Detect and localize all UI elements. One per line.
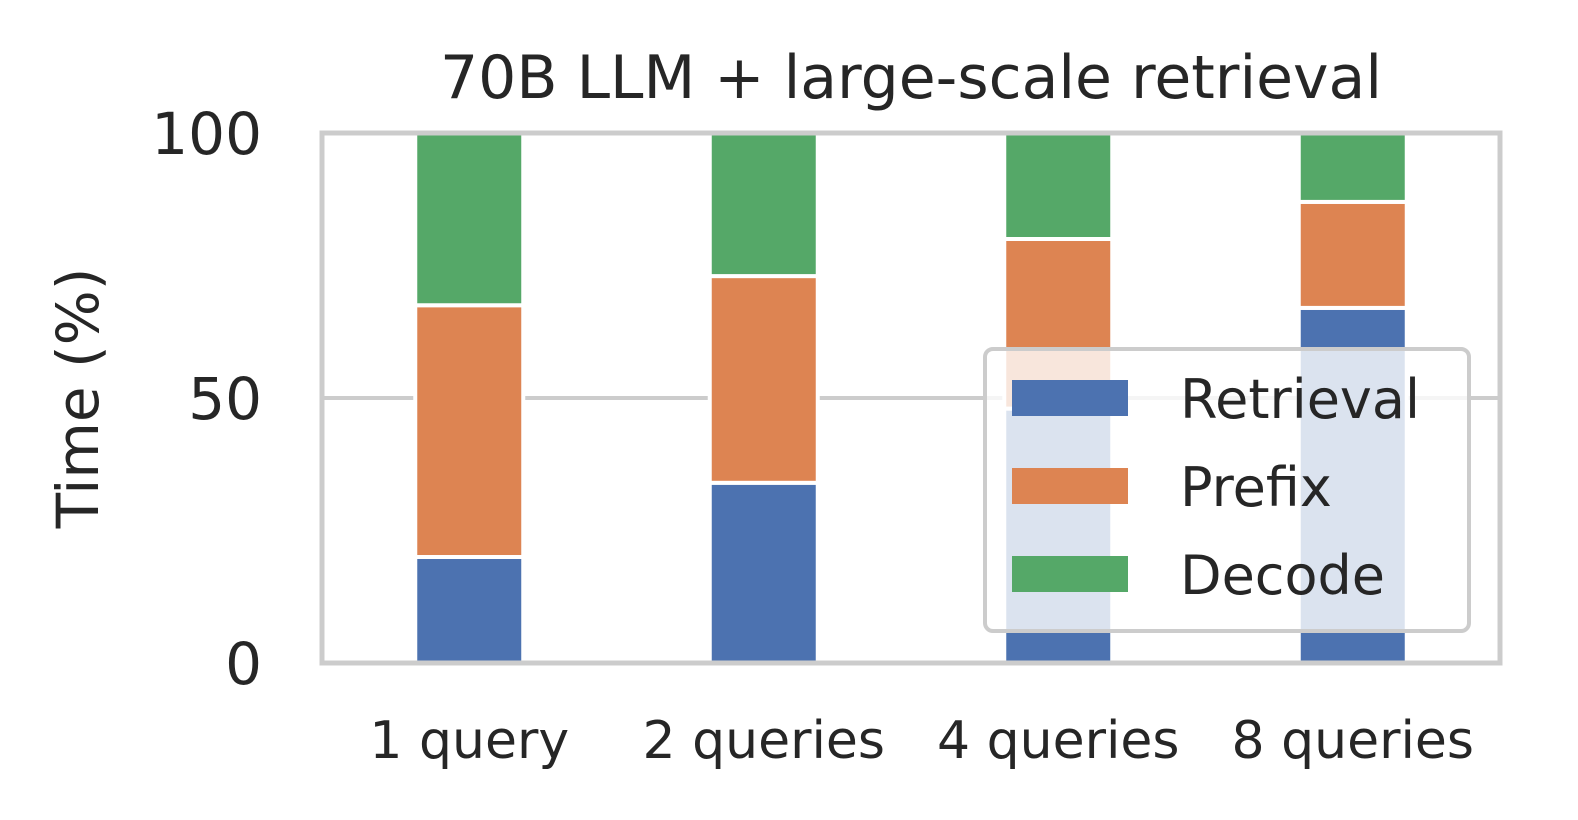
legend-label-prefix: Prefix [1180,456,1332,519]
legend-label-decode: Decode [1180,544,1385,607]
legend: Retrieval Prefix Decode [983,347,1471,633]
y-tick-label: 0 [225,630,262,698]
x-tick-label: 4 queries [937,711,1179,771]
bar-1-query-decode [413,131,526,308]
chart-title: 70B LLM + large-scale retrieval [440,43,1382,113]
bar-2-queries-retrieval [707,480,820,665]
legend-swatch-retrieval [1012,380,1128,416]
legend-swatch-prefix [1012,468,1128,504]
bar-1-query-retrieval [413,555,526,665]
bar-8-queries-decode [1296,131,1409,204]
bar-8-queries-prefix [1296,199,1409,310]
x-tick-label: 2 queries [643,711,885,771]
plot-frame [319,130,1503,666]
x-tick-label: 1 query [369,711,569,771]
y-axis-label: Time (%) [44,268,112,530]
bar-2-queries-decode [707,131,820,279]
legend-swatch-decode [1012,556,1128,592]
bar-1-query-prefix [413,303,526,559]
x-tick-label: 8 queries [1232,711,1474,771]
bar-4-queries-decode [1002,131,1115,241]
bar-2-queries-prefix [707,274,820,485]
y-tick-label: 50 [188,365,262,433]
y-tick-labels: 0 50 100 [151,100,262,698]
y-tick-label: 100 [151,100,262,168]
x-tick-labels: 1 query 2 queries 4 queries 8 queries [369,711,1474,771]
legend-label-retrieval: Retrieval [1180,368,1420,431]
